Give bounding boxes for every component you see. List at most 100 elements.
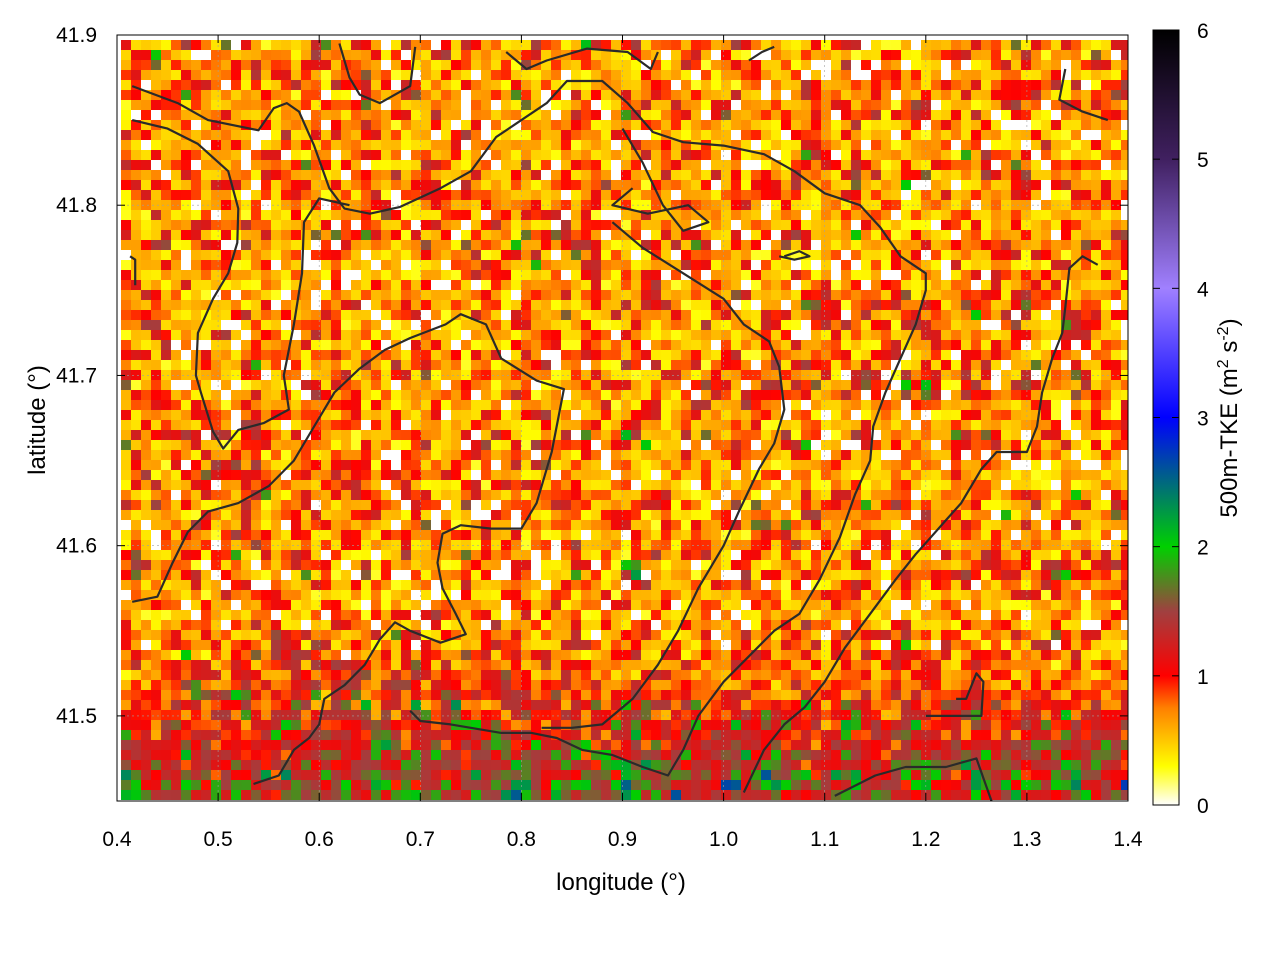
heat-cell	[241, 570, 251, 580]
heat-cell	[551, 520, 561, 530]
heat-cell	[1001, 440, 1011, 450]
heat-cell	[741, 520, 751, 530]
heat-cell	[221, 150, 231, 160]
heat-cell	[1061, 90, 1071, 100]
heat-cell	[721, 530, 731, 540]
heat-cell	[731, 460, 741, 470]
heat-cell	[801, 340, 811, 350]
heat-cell	[441, 360, 451, 370]
heat-cell	[121, 190, 131, 200]
heat-cell	[1071, 80, 1081, 90]
heat-cell	[841, 220, 851, 230]
heat-cell	[651, 370, 661, 380]
heat-cell	[151, 290, 161, 300]
heat-cell	[431, 450, 441, 460]
heat-cell	[321, 270, 331, 280]
heat-cell	[691, 120, 701, 130]
heat-cell	[981, 130, 991, 140]
heat-cell	[381, 240, 391, 250]
heat-cell	[221, 100, 231, 110]
heat-cell	[911, 200, 921, 210]
heat-cell	[351, 100, 361, 110]
heat-cell	[851, 170, 861, 180]
heat-cell	[771, 260, 781, 270]
heat-cell	[171, 200, 181, 210]
heat-cell	[1121, 360, 1128, 370]
heat-cell	[661, 470, 671, 480]
heat-cell	[501, 380, 511, 390]
heat-cell	[741, 140, 751, 150]
heat-cell	[501, 160, 511, 170]
heat-cell	[391, 540, 401, 550]
heat-cell	[1081, 500, 1091, 510]
heat-cell	[141, 420, 151, 430]
heat-cell	[761, 390, 771, 400]
heat-cell	[701, 150, 711, 160]
heat-cell	[701, 490, 711, 500]
heat-cell	[1001, 80, 1011, 90]
heat-cell	[381, 520, 391, 530]
heat-cell	[641, 180, 651, 190]
heat-cell	[811, 70, 821, 80]
heat-cell	[681, 370, 691, 380]
heat-cell	[991, 270, 1001, 280]
heat-cell	[961, 40, 971, 50]
heat-cell	[451, 190, 461, 200]
heat-cell	[771, 520, 781, 530]
heat-cell	[1051, 380, 1061, 390]
heat-cell	[411, 240, 421, 250]
heat-cell	[481, 460, 491, 470]
heat-cell	[1031, 530, 1041, 540]
heat-cell	[871, 380, 881, 390]
heat-cell	[141, 190, 151, 200]
heat-cell	[331, 190, 341, 200]
heat-cell	[601, 480, 611, 490]
heat-cell	[321, 520, 331, 530]
heat-cell	[171, 80, 181, 90]
heat-cell	[981, 70, 991, 80]
heat-cell	[661, 510, 671, 520]
heat-cell	[571, 240, 581, 250]
heat-cell	[691, 240, 701, 250]
heat-cell	[291, 80, 301, 90]
heat-cell	[651, 430, 661, 440]
heat-cell	[611, 230, 621, 240]
heat-cell	[1051, 440, 1061, 450]
heat-cell	[201, 230, 211, 240]
heat-cell	[1071, 140, 1081, 150]
heat-cell	[821, 110, 831, 120]
heat-cell	[961, 480, 971, 490]
heat-cell	[951, 460, 961, 470]
heat-cell	[821, 400, 831, 410]
heat-cell	[1051, 50, 1061, 60]
heat-cell	[1011, 260, 1021, 270]
heat-cell	[641, 90, 651, 100]
heat-cell	[331, 430, 341, 440]
heat-cell	[931, 80, 941, 90]
heat-cell	[121, 440, 131, 450]
heat-cell	[1031, 410, 1041, 420]
heat-cell	[991, 490, 1001, 500]
heat-cell	[821, 570, 831, 580]
heat-cell	[901, 430, 911, 440]
heat-cell	[521, 140, 531, 150]
heat-cell	[1101, 270, 1111, 280]
heat-cell	[871, 50, 881, 60]
heat-cell	[641, 550, 651, 560]
heat-cell	[771, 400, 781, 410]
heat-cell	[191, 560, 201, 570]
heat-cell	[991, 420, 1001, 430]
heat-cell	[1041, 400, 1051, 410]
heat-cell	[181, 450, 191, 460]
heat-cell	[1041, 230, 1051, 240]
heat-cell	[191, 570, 201, 580]
heat-cell	[281, 370, 291, 380]
heat-cell	[821, 260, 831, 270]
heat-cell	[1031, 80, 1041, 90]
heat-cell	[621, 460, 631, 470]
heat-cell	[811, 340, 821, 350]
heat-cell	[721, 200, 731, 210]
heat-cell	[271, 540, 281, 550]
heat-cell	[341, 390, 351, 400]
